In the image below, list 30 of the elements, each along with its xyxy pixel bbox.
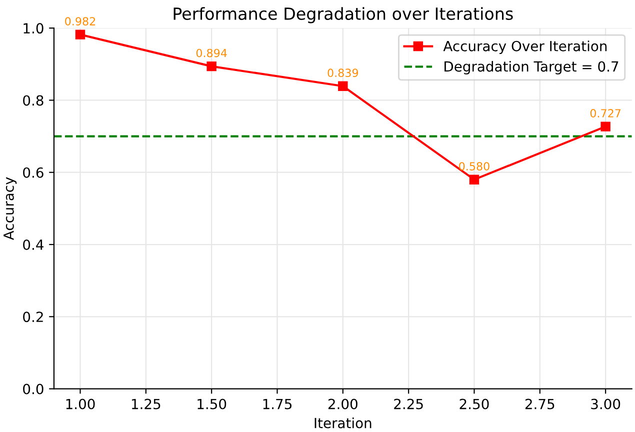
x-axis-title: Iteration [314, 418, 372, 428]
x-tick-label: 1.00 [66, 398, 95, 410]
y-tick-label: 0.6 [23, 167, 44, 178]
x-tick-label: 1.75 [263, 398, 292, 410]
x-tick-label: 2.75 [525, 398, 554, 410]
data-label: 0.727 [590, 109, 621, 118]
point [206, 61, 216, 72]
data-label: 0.982 [65, 17, 96, 26]
point [338, 81, 348, 92]
x-tick-label: 3.00 [591, 398, 620, 410]
x-tick-label: 1.25 [132, 398, 160, 410]
y-tick-label: 1.0 [24, 23, 44, 34]
x-tick-label: 2.25 [394, 398, 423, 410]
data-label: 0.839 [328, 68, 358, 78]
legend-label: Accuracy Over Iteration [443, 40, 607, 54]
y-axis-title: Accuracy [4, 177, 17, 240]
y-tick-label: 0.2 [23, 312, 43, 322]
data-label: 0.580 [459, 162, 490, 170]
data-label: 0.894 [196, 48, 227, 58]
point [600, 122, 610, 132]
x-tick-label: 1.50 [198, 398, 226, 410]
y-tick-label: 0.8 [23, 95, 44, 106]
legend-label: Degradation Target = 0.7 [444, 60, 618, 74]
y-tick-label: 0.4 [23, 239, 44, 250]
x-tick-label: 2.50 [460, 398, 489, 410]
chart-title: Performance Degradation over Iterations [174, 7, 513, 24]
x-tick-label: 2.00 [328, 398, 358, 410]
y-tick-label: 0.0 [23, 384, 44, 394]
point [469, 174, 480, 184]
point [75, 30, 86, 40]
